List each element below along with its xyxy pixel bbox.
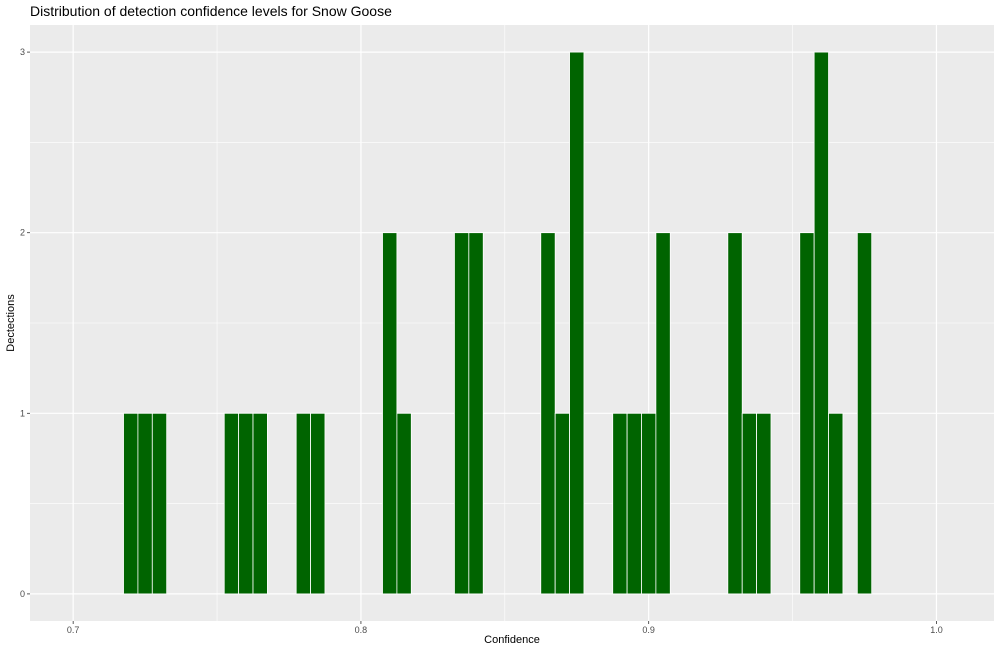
- histogram-bar: [223, 412, 240, 595]
- x-tick-label: 1.0: [930, 625, 943, 635]
- histogram-bar: [655, 232, 671, 595]
- histogram-bar: [813, 51, 829, 595]
- x-axis-title: Confidence: [484, 634, 540, 646]
- histogram-bar: [756, 412, 772, 595]
- x-tick-label: 0.7: [67, 625, 80, 635]
- histogram-bar: [727, 232, 743, 595]
- histogram-bar: [626, 412, 642, 595]
- histogram-bar: [238, 412, 254, 595]
- histogram-bar: [151, 412, 168, 595]
- histogram-bar: [856, 232, 873, 595]
- histogram-bar: [799, 232, 815, 595]
- chart-title: Distribution of detection confidence lev…: [30, 3, 392, 19]
- histogram-bar: [454, 232, 470, 595]
- histogram-bar: [641, 412, 657, 595]
- histogram-bar: [382, 232, 398, 595]
- histogram-bar: [295, 412, 311, 595]
- y-tick-label: 2: [20, 228, 25, 238]
- histogram-bar: [468, 232, 484, 595]
- histogram-bar: [540, 232, 556, 595]
- y-tick-label: 3: [20, 47, 25, 57]
- histogram-bar: [554, 412, 570, 595]
- histogram-bar: [310, 412, 326, 595]
- histogram-bar: [569, 51, 585, 595]
- histogram-bar: [741, 412, 757, 595]
- histogram-bar: [123, 412, 139, 595]
- y-tick-label: 1: [20, 408, 25, 418]
- x-tick-label: 0.9: [642, 625, 655, 635]
- y-tick-label: 0: [20, 589, 25, 599]
- bars: [123, 51, 873, 595]
- histogram-bar: [828, 412, 844, 595]
- y-axis-title: Dectections: [5, 294, 17, 352]
- histogram-bar: [252, 412, 268, 595]
- histogram-bar: [396, 412, 412, 595]
- x-tick-label: 0.8: [355, 625, 368, 635]
- histogram-bar: [612, 412, 628, 595]
- histogram-bar: [137, 412, 153, 595]
- axis-ticks: 0.7 0.8 0.9 1.0 0 1 2 3: [20, 47, 943, 635]
